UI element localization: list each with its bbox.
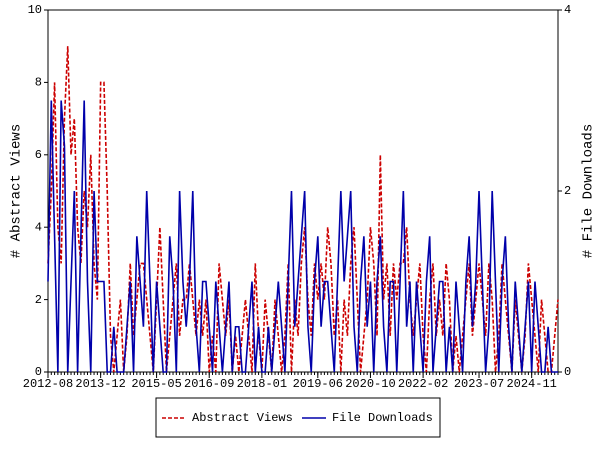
series-line — [47, 100, 558, 373]
x-tick-label: 2015-05 — [131, 377, 181, 391]
plot-frame — [47, 9, 559, 373]
x-tick-label: 2019-06 — [293, 377, 343, 391]
y-tick-label: 6 — [35, 148, 42, 162]
y-tick-label: 8 — [35, 76, 42, 90]
y-tick-label: 2 — [35, 293, 42, 307]
x-tick-label: 2012-08 — [23, 377, 73, 391]
y2-tick-label: 2 — [564, 184, 571, 198]
y2-tick-label: 4 — [564, 3, 571, 17]
x-tick-label: 2018-01 — [237, 377, 287, 391]
x-tick-label: 2023-07 — [454, 377, 504, 391]
y2-axis-label: # File Downloads — [581, 124, 597, 258]
x-tick-label: 2024-11 — [506, 377, 556, 391]
legend-label: File Downloads — [332, 411, 433, 425]
legend-label: Abstract Views — [192, 411, 293, 425]
x-tick-label: 2020-10 — [345, 377, 395, 391]
y2-tick-label: 0 — [564, 365, 571, 379]
legend-box — [155, 397, 441, 438]
y-tick-label: 4 — [35, 220, 42, 234]
y-axis-label: # Abstract Views — [9, 124, 25, 258]
y-tick-label: 10 — [28, 3, 42, 17]
x-tick-label: 2022-02 — [398, 377, 448, 391]
x-tick-label: 2013-12 — [75, 377, 125, 391]
y-tick-label: 0 — [35, 365, 42, 379]
series-line — [47, 46, 559, 373]
x-tick-label: 2016-09 — [184, 377, 234, 391]
